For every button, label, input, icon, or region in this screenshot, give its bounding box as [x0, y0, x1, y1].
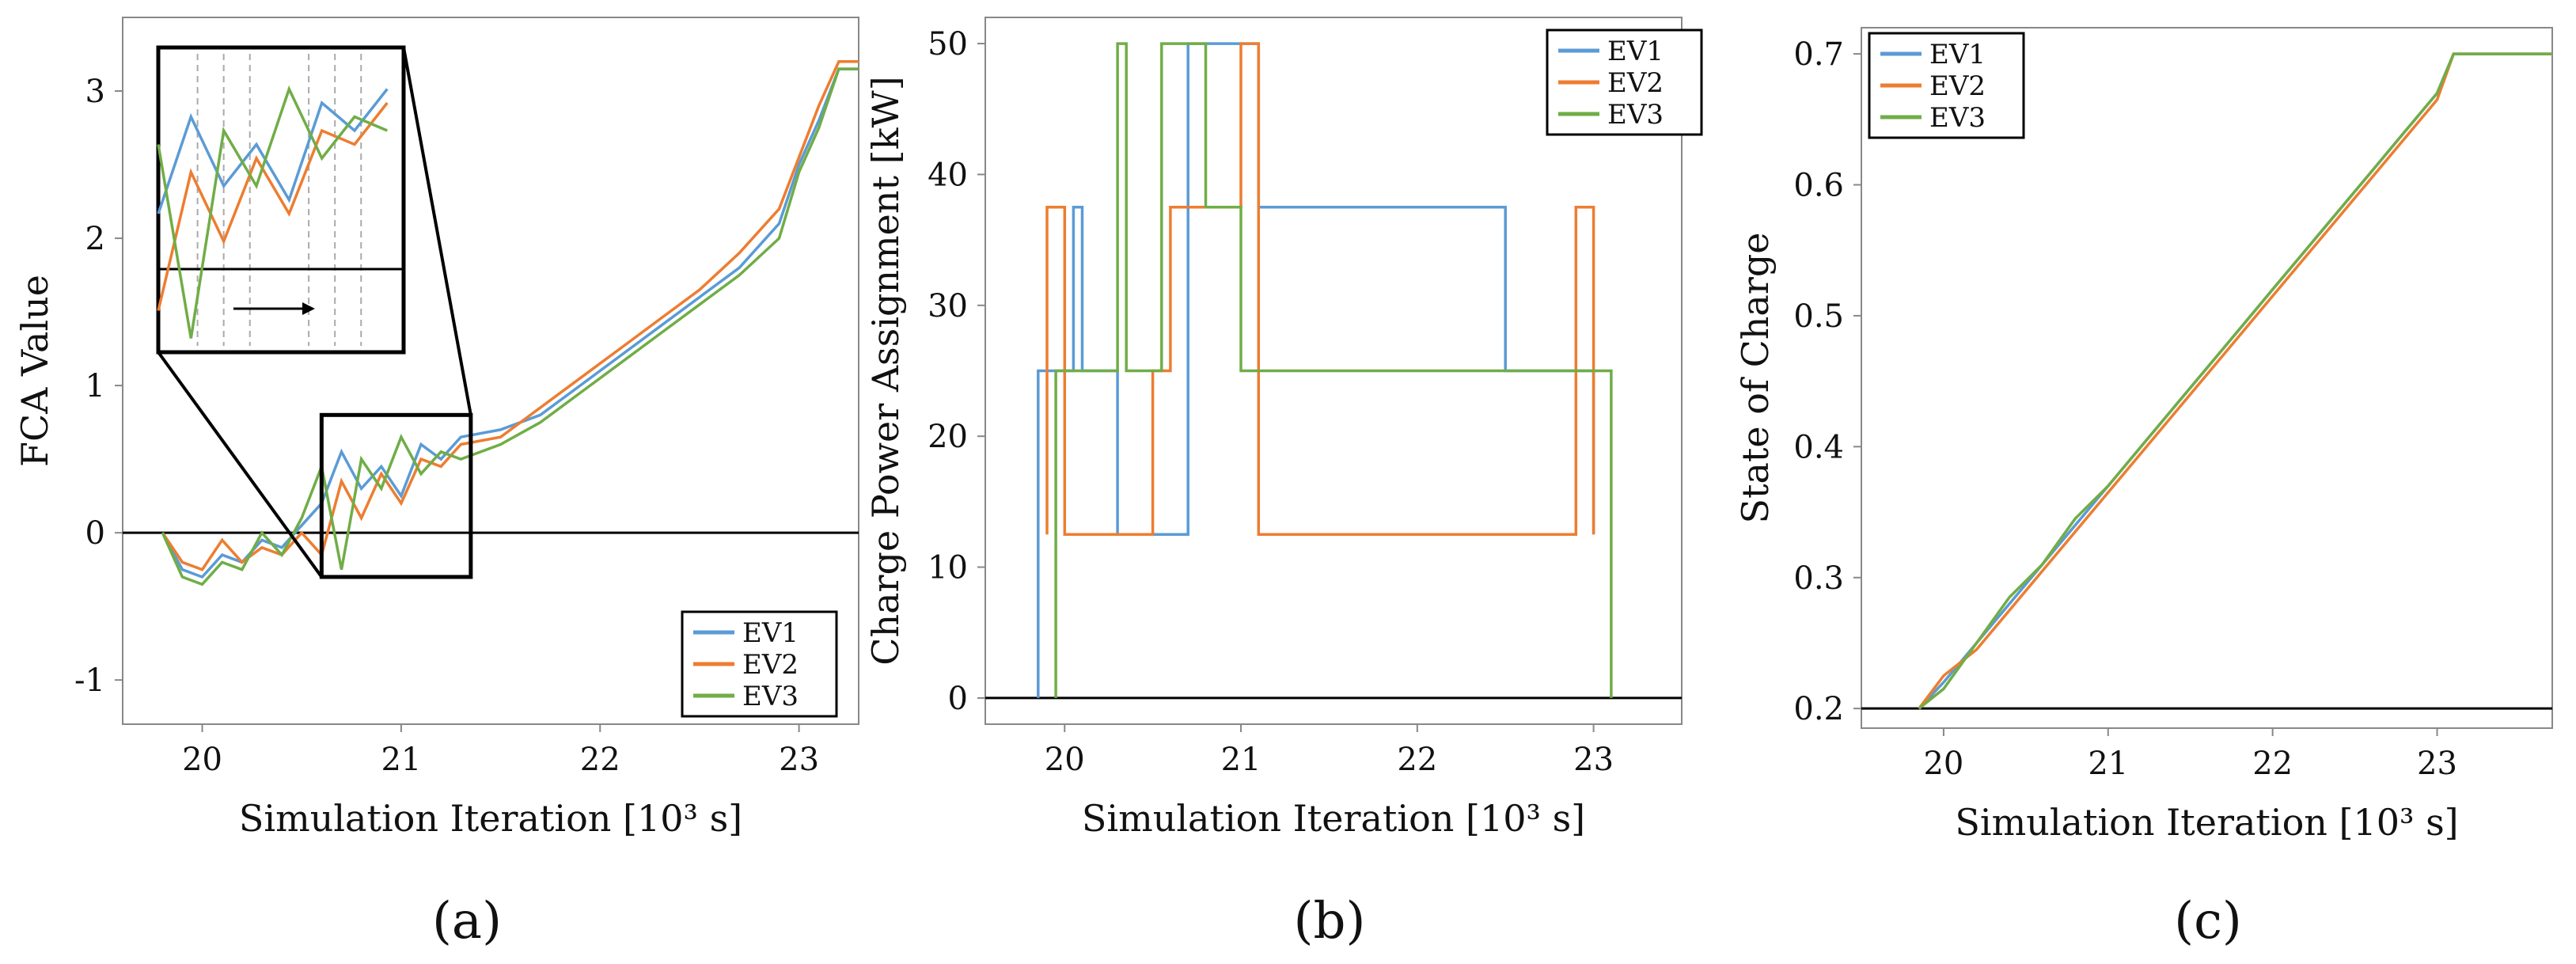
- x-tick-label: 23: [2417, 746, 2457, 782]
- zoom-region-box: [319, 412, 473, 579]
- y-tick-label: 0.5: [1793, 298, 1844, 335]
- inset-arrow-head: [302, 302, 315, 315]
- legend-entry-ev3: EV3: [1929, 102, 1986, 134]
- y-tick-label: 10: [928, 550, 968, 586]
- x-tick-label: 23: [779, 742, 819, 778]
- y-tick-label: -1: [74, 662, 105, 699]
- y-axis-label: Charge Power Assignment [kW]: [864, 76, 907, 665]
- x-tick-label: 20: [1045, 742, 1085, 778]
- y-tick-label: 50: [928, 26, 968, 63]
- x-axis-label: Simulation Iteration [10³ s]: [1082, 797, 1585, 840]
- x-tick-label: 20: [1923, 746, 1963, 782]
- x-tick-label: 22: [1397, 742, 1437, 778]
- chart-panel-2: 20 21 22 23 0 10 20 30 40 50 Simulation Iteration …: [864, 17, 1703, 951]
- legend-entry-ev2: EV2: [1607, 67, 1664, 99]
- inset-series-line-ev3: [157, 85, 388, 339]
- x-tick-label: 20: [182, 742, 222, 778]
- series-line-ev3: [161, 67, 859, 586]
- series-line-ev3: [1918, 52, 2552, 710]
- x-tick-label: 22: [2252, 746, 2293, 782]
- plot-frame: [1861, 27, 2553, 729]
- legend-entry-ev1: EV1: [1929, 39, 1986, 70]
- legend-entry-ev1: EV1: [1607, 36, 1664, 67]
- y-tick-label: 0: [948, 681, 968, 717]
- series-line-ev3: [1054, 42, 1613, 698]
- series-line-ev1: [1918, 52, 2552, 710]
- plot-frame: [122, 17, 859, 725]
- legend-entry-ev3: EV3: [742, 681, 799, 712]
- x-tick-label: 23: [1573, 742, 1614, 778]
- series-line-ev2: [1045, 42, 1595, 536]
- legend-entry-ev1: EV1: [742, 617, 799, 649]
- chart-panel-3: 20 21 22 23 0.2 0.3 0.4 0.5 0.6 0.7 Simulation Ite…: [1734, 27, 2553, 951]
- y-tick-label: 0.6: [1793, 168, 1844, 204]
- y-axis-label: FCA Value: [13, 275, 56, 467]
- legend-entry-ev2: EV2: [1929, 70, 1986, 102]
- y-tick-label: 30: [928, 288, 968, 324]
- y-tick-label: 3: [85, 74, 105, 110]
- inset-series-line-ev1: [157, 88, 389, 214]
- x-tick-label: 21: [381, 742, 421, 778]
- y-tick-label: 0.7: [1793, 36, 1844, 73]
- plot-frame: [984, 17, 1683, 725]
- inset-series-line-ev2: [157, 101, 389, 311]
- y-tick-label: 0: [85, 515, 105, 552]
- y-tick-label: 0.3: [1793, 560, 1844, 597]
- y-tick-label: 0.2: [1793, 691, 1844, 727]
- x-tick-label: 21: [2088, 746, 2128, 782]
- y-tick-label: 20: [928, 419, 968, 455]
- y-tick-label: 2: [85, 221, 105, 257]
- panel-label: (a): [432, 892, 502, 951]
- x-tick-label: 21: [1221, 742, 1261, 778]
- legend-entry-ev3: EV3: [1607, 99, 1664, 131]
- panel-label: (b): [1294, 892, 1366, 951]
- x-axis-label: Simulation Iteration [10³ s]: [1955, 801, 2458, 844]
- y-tick-label: 1: [85, 368, 105, 404]
- legend-entry-ev2: EV2: [742, 649, 799, 681]
- y-tick-label: 40: [928, 157, 968, 193]
- y-axis-label: State of Charge: [1734, 233, 1777, 524]
- x-tick-label: 22: [580, 742, 620, 778]
- zoom-connector: [402, 47, 472, 416]
- panel-label: (c): [2174, 892, 2242, 951]
- y-tick-label: 0.4: [1793, 429, 1844, 465]
- zoom-connector: [157, 351, 323, 579]
- series-line-ev2: [1918, 52, 2552, 710]
- x-axis-label: Simulation Iteration [10³ s]: [239, 797, 742, 840]
